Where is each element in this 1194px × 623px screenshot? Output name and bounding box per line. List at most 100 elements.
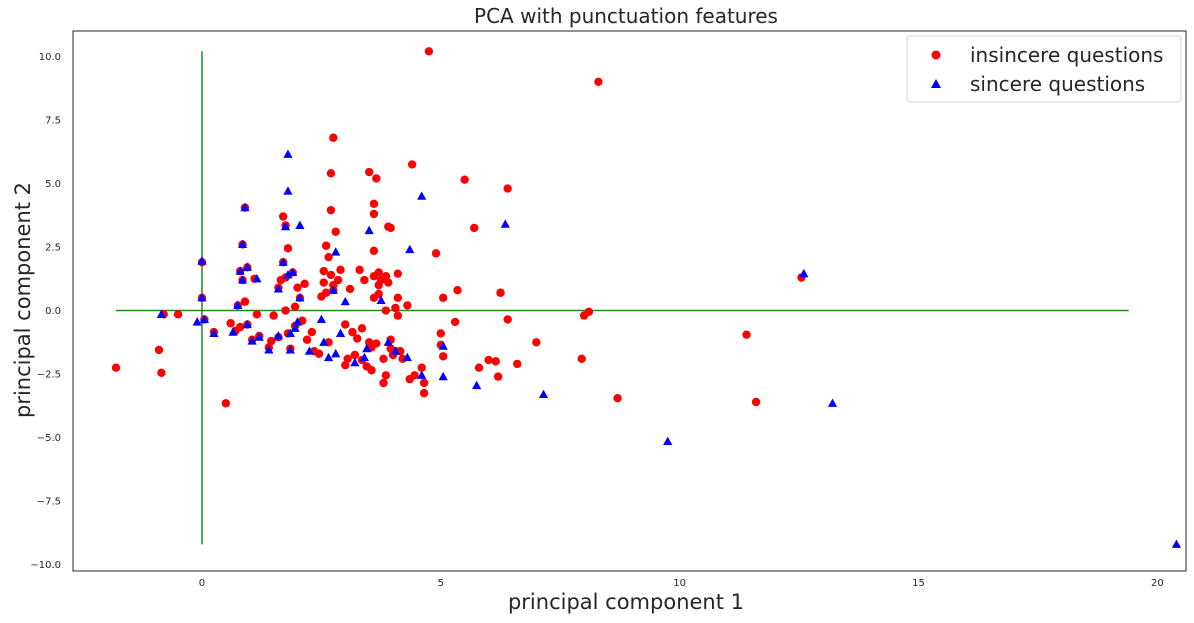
y-axis-ticks: −10.0 −7.5 −5.0 −2.5 0.0 2.5 5.0 7.5 10.0 (30, 52, 61, 571)
legend: insincere questions sincere questions (906, 35, 1182, 103)
legend-marker-sincere (931, 79, 941, 88)
y-tick-label: 10.0 (39, 52, 61, 63)
data-point-insincere (594, 77, 603, 87)
data-point-insincere (393, 269, 403, 278)
data-point-insincere (503, 184, 512, 193)
data-point-sincere (273, 284, 284, 293)
y-tick-label: −10.0 (30, 560, 61, 571)
y-tick-label: −5.0 (37, 433, 61, 444)
data-point-insincere (240, 297, 250, 306)
data-point-sincere (295, 293, 305, 302)
data-point-sincere (304, 346, 315, 355)
data-point-sincere (280, 221, 291, 231)
plot-area (72, 30, 1187, 572)
data-point-sincere (405, 244, 415, 254)
data-point-insincere (410, 371, 419, 380)
data-point-insincere (367, 366, 376, 375)
data-point-insincere (369, 246, 379, 256)
data-point-insincere (439, 293, 448, 303)
data-point-insincere (326, 270, 336, 280)
data-point-insincere (157, 368, 166, 377)
data-point-insincere (742, 330, 751, 339)
data-point-insincere (345, 284, 355, 294)
data-point-insincere (484, 355, 493, 365)
data-point-insincere (355, 265, 364, 275)
y-tick-label: 7.5 (45, 115, 61, 126)
data-point-sincere (290, 323, 300, 332)
data-point-insincere (235, 322, 245, 332)
data-point-sincere (663, 436, 673, 445)
data-point-sincere (438, 371, 448, 381)
data-point-insincere (419, 378, 429, 388)
data-point-sincere (278, 257, 288, 266)
data-point-sincere (247, 336, 257, 345)
data-point-insincere (436, 329, 446, 338)
data-point-sincere (228, 327, 238, 336)
data-point-insincere (751, 397, 761, 407)
data-point-insincere (348, 327, 357, 337)
data-point-insincere (341, 360, 350, 370)
data-point-sincere (827, 398, 838, 407)
data-point-insincere (350, 350, 360, 360)
data-point-sincere (192, 317, 202, 326)
data-point-insincere (374, 268, 383, 277)
x-tick-label: 20 (1151, 578, 1164, 589)
data-point-sincere (237, 275, 248, 284)
data-point-insincere (281, 306, 290, 315)
data-point-sincere (242, 262, 252, 271)
data-point-sincere (273, 331, 284, 340)
data-point-sincere (335, 328, 346, 337)
data-point-insincere (393, 293, 403, 303)
data-point-insincere (329, 133, 338, 142)
data-point-sincere (417, 370, 427, 379)
data-point-insincere (321, 241, 331, 250)
data-point-insincere (369, 199, 379, 208)
data-point-sincere (209, 328, 219, 337)
data-point-sincere (364, 225, 374, 235)
data-point-sincere (331, 348, 341, 358)
data-point-insincere (532, 338, 541, 347)
data-point-sincere (472, 380, 482, 390)
data-point-sincere (383, 337, 393, 346)
data-point-insincere (460, 175, 469, 184)
data-point-insincere (326, 205, 336, 215)
data-point-insincere (321, 288, 331, 297)
y-tick-label: 2.5 (45, 243, 61, 254)
data-point-insincere (439, 352, 448, 361)
data-point-insincere (453, 286, 462, 295)
data-point-sincere (156, 309, 166, 318)
y-tick-label: −7.5 (37, 497, 61, 508)
data-point-insincere (391, 303, 400, 313)
data-point-insincere (341, 320, 350, 329)
data-point-sincere (283, 270, 293, 279)
data-point-insincere (491, 357, 500, 366)
data-point-sincere (359, 352, 369, 362)
data-point-sincere (350, 357, 360, 367)
data-point-sincere (254, 332, 264, 341)
data-point-insincere (319, 266, 328, 276)
data-point-insincere (372, 339, 381, 348)
data-point-sincere (252, 273, 262, 283)
data-point-insincere (417, 363, 426, 372)
data-point-sincere (292, 317, 303, 326)
data-point-sincere (264, 345, 274, 354)
data-point-sincere (1171, 539, 1182, 548)
data-point-sincere (237, 239, 248, 249)
data-point-insincere (364, 167, 374, 177)
data-point-insincere (381, 272, 391, 281)
data-point-sincere (323, 352, 334, 362)
data-point-insincere (379, 378, 388, 388)
data-point-insincere (252, 310, 262, 319)
data-point-insincere (470, 223, 479, 233)
data-point-insincere (386, 223, 395, 233)
data-point-insincere (278, 212, 288, 221)
data-point-insincere (474, 363, 484, 372)
data-point-insincere (324, 252, 333, 262)
series-insincere (111, 47, 806, 408)
data-point-insincere (431, 249, 441, 258)
data-point-sincere (295, 220, 305, 229)
data-point-insincere (513, 359, 522, 369)
data-point-sincere (288, 267, 298, 277)
